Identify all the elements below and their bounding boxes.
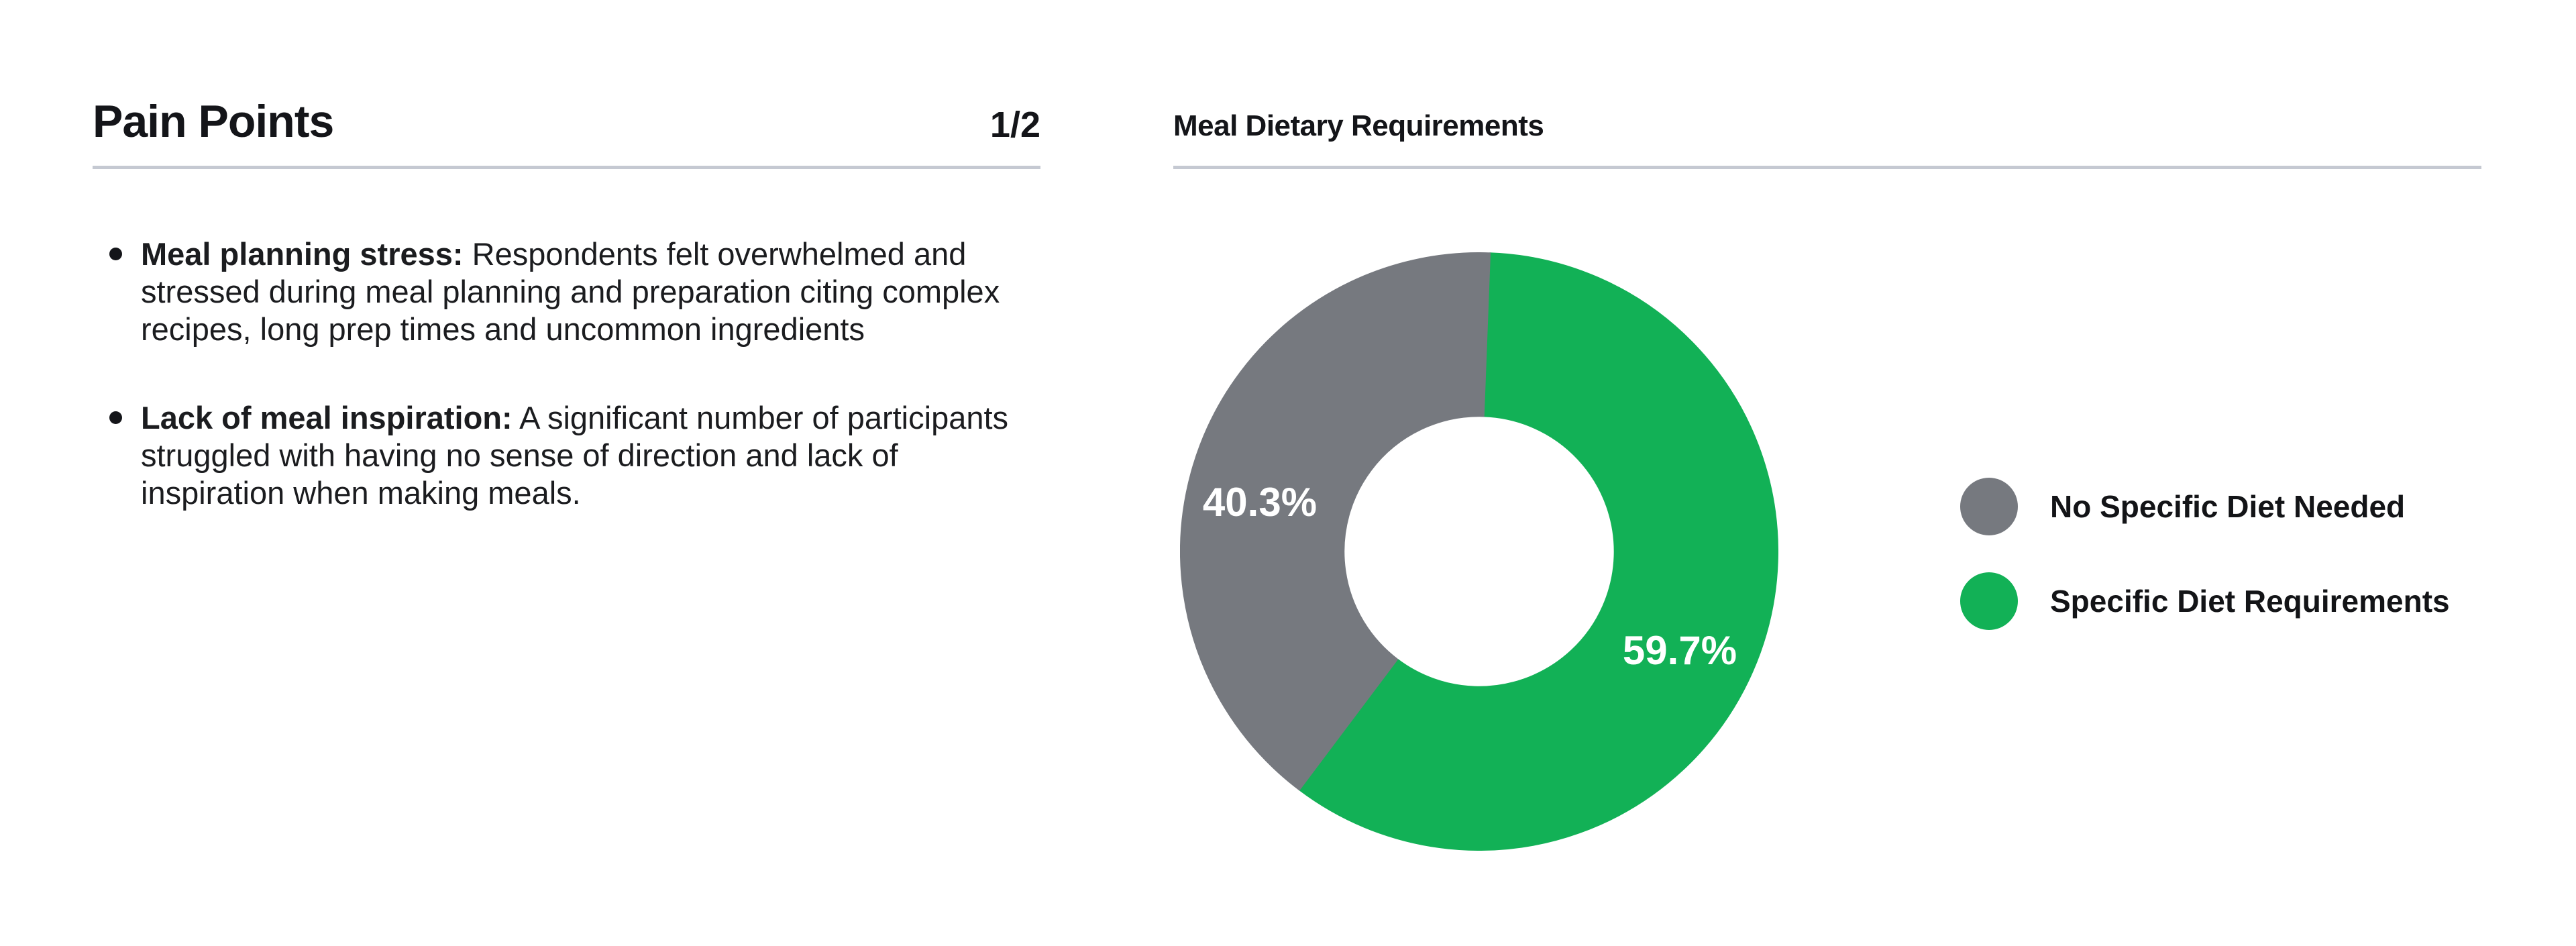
- left-panel-header: Pain Points 1/2: [93, 95, 1040, 148]
- bullet-text: Respondents felt overwhelmed and stresse…: [141, 236, 1000, 347]
- slice-label: 59.7%: [1623, 628, 1737, 673]
- chart-title: Meal Dietary Requirements: [1173, 109, 1544, 142]
- chart-legend: No Specific Diet Needed Specific Diet Re…: [1960, 478, 2450, 630]
- list-item: Lack of meal inspiration: A significant …: [93, 399, 1010, 512]
- slice-label: 40.3%: [1203, 480, 1317, 525]
- donut-chart: 59.7% 40.3%: [1180, 252, 1778, 851]
- list-item: Meal planning stress: Respondents felt o…: [93, 235, 1010, 348]
- legend-label: Specific Diet Requirements: [2050, 584, 2450, 619]
- page-indicator: 1/2: [989, 105, 1040, 145]
- legend-item: Specific Diet Requirements: [1960, 572, 2450, 630]
- left-divider: [93, 166, 1040, 169]
- page-title: Pain Points: [93, 96, 334, 147]
- legend-dot: [1960, 478, 2018, 535]
- legend-label: No Specific Diet Needed: [2050, 489, 2406, 524]
- legend-dot: [1960, 572, 2018, 630]
- donut-chart-svg: 59.7% 40.3%: [1180, 252, 1778, 851]
- bullet-text: A significant number of participants str…: [141, 400, 1009, 511]
- legend-item: No Specific Diet Needed: [1960, 478, 2450, 535]
- chart-divider: [1173, 166, 2481, 169]
- bullet-lead: Lack of meal inspiration:: [141, 400, 513, 435]
- pain-points-list: Meal planning stress: Respondents felt o…: [93, 235, 1010, 512]
- bullet-lead: Meal planning stress:: [141, 236, 464, 272]
